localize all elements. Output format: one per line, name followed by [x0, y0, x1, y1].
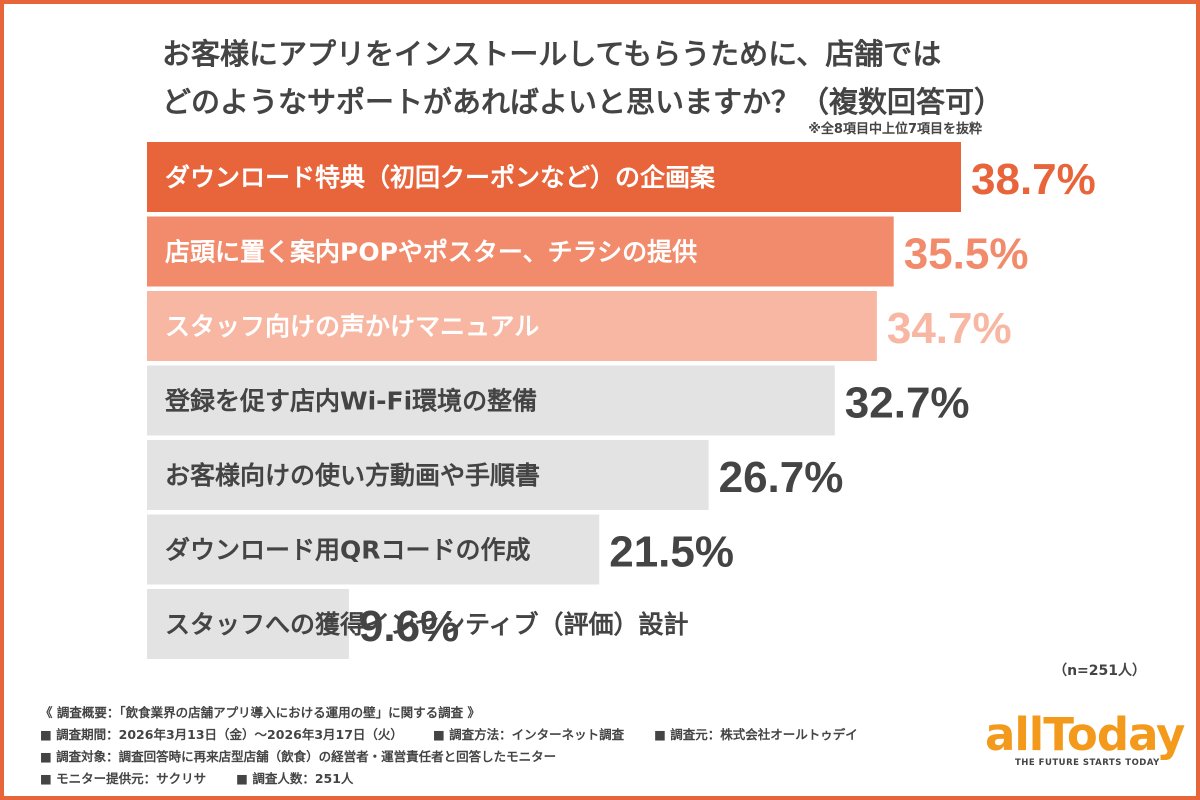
- alltoday-logo: allToday THE FUTURE STARTS TODAY: [985, 708, 1185, 769]
- bar-4: [147, 365, 835, 436]
- survey-provider: ■ モニター提供元：サクリサ: [40, 770, 207, 786]
- bar-label-4: 登録を促す店内Wi-Fi環境の整備: [164, 387, 537, 416]
- survey-method: ■ 調査方法：インターネット調査: [432, 726, 625, 742]
- value-label-6: 21.5%: [609, 528, 734, 577]
- survey-count: ■ 調査人数：251人: [236, 770, 354, 786]
- logo-tagline: THE FUTURE STARTS TODAY: [1015, 758, 1160, 768]
- bar-label-5: お客様向けの使い方動画や手順書: [165, 461, 540, 490]
- bar-label-3: スタッフ向けの声かけマニュアル: [165, 312, 539, 341]
- value-label-4: 32.7%: [845, 379, 970, 428]
- value-label-3: 34.7%: [887, 304, 1012, 353]
- survey-footer: 《 調査概要：「飲食業界の店舗アプリ導入における運用の壁」に関する調査 》 ■ …: [40, 700, 980, 788]
- value-label-7: 9.6%: [359, 602, 459, 651]
- bar-3: [147, 291, 877, 361]
- bar-label-2: 店頭に置く案内POPやポスター、チラシの提供: [165, 238, 697, 267]
- bar-7: [147, 589, 349, 659]
- bar-6: [147, 514, 600, 585]
- selection-note: ※全8項目中上位7項目を抜粋: [808, 122, 982, 137]
- bar-1: [147, 142, 961, 212]
- bar-label-7: スタッフへの獲得インセンティブ（評価）設計: [165, 610, 689, 639]
- title-line-1: お客様にアプリをインストールしてもらうために、店舗では: [162, 37, 942, 71]
- sample-size: （n=251人）: [1053, 663, 1146, 679]
- bar-label-6: ダウンロード用QRコードの作成: [165, 536, 531, 565]
- value-label-2: 35.5%: [904, 230, 1029, 279]
- survey-summary: 《 調査概要：「飲食業界の店舗アプリ導入における運用の壁」に関する調査 》: [40, 704, 480, 720]
- bar-5: [147, 440, 709, 510]
- bar-label-1: ダウンロード特典（初回クーポンなど）の企画案: [165, 163, 716, 192]
- value-label-1: 38.7%: [971, 155, 1096, 204]
- survey-target: ■ 調査対象：調査回答時に再来店型店舗（飲食）の経営者・運営責任者と回答したモニ…: [40, 748, 557, 764]
- bar-2: [147, 216, 894, 287]
- value-label-5: 26.7%: [719, 453, 844, 502]
- survey-source: ■ 調査元：株式会社オールトゥデイ: [654, 726, 858, 742]
- survey-period: ■ 調査期間：2026年3月13日（金）〜2026年3月17日（火）: [40, 726, 403, 742]
- chart-title: お客様にアプリをインストールしてもらうために、店舗では どのようなサポートがあれ…: [162, 30, 1062, 126]
- logo-wordmark: allToday: [985, 708, 1185, 761]
- title-line-2: どのようなサポートがあればよいと思いますか？（複数回答可）: [162, 85, 1004, 119]
